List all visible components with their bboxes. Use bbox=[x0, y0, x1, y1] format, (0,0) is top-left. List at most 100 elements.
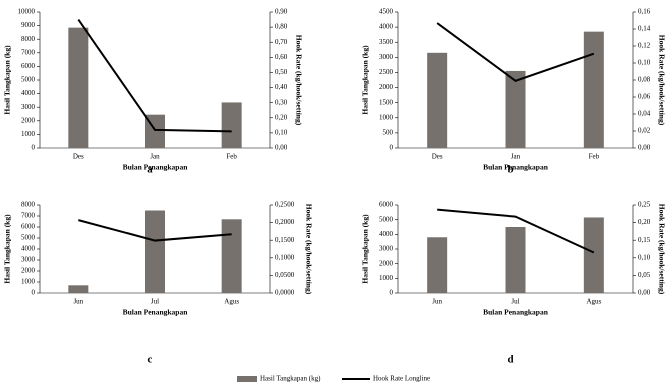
bar bbox=[68, 285, 89, 293]
x-tick-label: Agus bbox=[586, 298, 601, 306]
x-tick-label: Feb bbox=[226, 153, 237, 161]
y-tick-label: 4000 bbox=[21, 89, 36, 97]
y2-tick-label: 0,90 bbox=[275, 8, 288, 16]
y2-tick-label: 0,1000 bbox=[275, 253, 295, 261]
y-tick-label: 4000 bbox=[379, 23, 394, 31]
x-tick-label: Feb bbox=[589, 153, 600, 161]
y-tick-label: 6000 bbox=[379, 201, 394, 209]
panel-label: a bbox=[147, 164, 153, 176]
y-tick-label: 0 bbox=[390, 289, 394, 297]
y2-tick-label: 0,25 bbox=[638, 201, 651, 209]
y-axis-title: Hasil Tangkapan (kg) bbox=[3, 214, 12, 284]
y-tick-label: 2000 bbox=[21, 267, 36, 275]
y-tick-label: 5000 bbox=[21, 76, 36, 84]
y-tick-label: 4500 bbox=[379, 8, 394, 16]
y-tick-label: 2000 bbox=[379, 83, 394, 91]
y-tick-label: 3000 bbox=[21, 256, 36, 264]
panel-label: d bbox=[507, 354, 513, 366]
x-tick-label: Jul bbox=[511, 298, 519, 306]
y-axis-title: Hasil Tangkapan (kg) bbox=[3, 45, 12, 115]
y2-tick-label: 0,60 bbox=[275, 53, 288, 61]
x-tick-label: Des bbox=[73, 153, 84, 161]
bar bbox=[221, 102, 242, 148]
y-tick-label: 10000 bbox=[18, 8, 36, 16]
bar bbox=[427, 52, 448, 148]
x-tick-label: Jan bbox=[150, 153, 160, 161]
y-tick-label: 500 bbox=[383, 128, 394, 136]
y2-axis-title: Hook Rate (kg/hook/setting) bbox=[657, 35, 666, 126]
y2-tick-label: 0,10 bbox=[638, 59, 651, 67]
y2-tick-label: 0,00 bbox=[275, 144, 288, 152]
y2-axis-title: Hook Rate (kg/hook/setting) bbox=[304, 204, 313, 295]
y2-tick-label: 0,20 bbox=[275, 113, 288, 121]
y2-tick-label: 0,06 bbox=[638, 93, 651, 101]
bar bbox=[427, 237, 448, 293]
y-tick-label: 0 bbox=[32, 144, 36, 152]
y-tick-label: 8000 bbox=[21, 35, 36, 43]
bar bbox=[583, 217, 604, 293]
y-tick-label: 1000 bbox=[379, 274, 394, 282]
y-tick-label: 0 bbox=[32, 289, 36, 297]
y-tick-label: 6000 bbox=[21, 223, 36, 231]
x-tick-label: Des bbox=[432, 153, 443, 161]
legend-label: Hasil Tangkapan (kg) bbox=[260, 375, 321, 383]
y-tick-label: 4000 bbox=[379, 230, 394, 238]
x-axis-title: Bulan Penangkapan bbox=[123, 163, 189, 172]
y2-tick-label: 0,00 bbox=[638, 144, 651, 152]
y2-tick-label: 0,04 bbox=[638, 110, 651, 118]
bar bbox=[505, 70, 526, 148]
line bbox=[436, 22, 595, 82]
y2-tick-label: 0,14 bbox=[638, 25, 651, 33]
y2-tick-label: 0,1500 bbox=[275, 236, 295, 244]
y2-tick-label: 0,20 bbox=[638, 218, 651, 226]
y-tick-label: 2000 bbox=[379, 259, 394, 267]
bar bbox=[145, 210, 165, 293]
y2-tick-label: 0,40 bbox=[275, 83, 288, 91]
y-tick-label: 3000 bbox=[379, 245, 394, 253]
y2-tick-label: 0,2500 bbox=[275, 201, 295, 209]
x-tick-label: Jun bbox=[73, 298, 83, 306]
y2-tick-label: 0,70 bbox=[275, 38, 288, 46]
y-tick-label: 2000 bbox=[21, 116, 36, 124]
y-tick-label: 3000 bbox=[21, 103, 36, 111]
y-tick-label: 3000 bbox=[379, 53, 394, 61]
y-tick-label: 9000 bbox=[21, 21, 36, 29]
y2-tick-label: 0,16 bbox=[638, 8, 651, 16]
bar bbox=[68, 27, 89, 148]
y2-axis-title: Hook Rate (kg/hook/setting) bbox=[294, 35, 303, 126]
y2-tick-label: 0,2000 bbox=[275, 218, 295, 226]
x-tick-label: Jun bbox=[432, 298, 442, 306]
y-tick-label: 7000 bbox=[21, 48, 36, 56]
y-tick-label: 5000 bbox=[21, 234, 36, 242]
y2-tick-label: 0,10 bbox=[638, 253, 651, 261]
bar bbox=[583, 31, 604, 149]
y-tick-label: 3500 bbox=[379, 38, 394, 46]
y2-axis-title: Hook Rate (kg/hook/setting) bbox=[657, 204, 666, 295]
x-axis-title: Bulan Penangkapan bbox=[483, 308, 549, 317]
y-tick-label: 1500 bbox=[379, 98, 394, 106]
x-axis-title: Bulan Penangkapan bbox=[483, 163, 549, 172]
y-tick-label: 4000 bbox=[21, 245, 36, 253]
x-tick-label: Agus bbox=[224, 298, 239, 306]
y2-tick-label: 0,0000 bbox=[275, 289, 295, 297]
y2-tick-label: 0,15 bbox=[638, 236, 651, 244]
y2-tick-label: 0,50 bbox=[275, 68, 288, 76]
y-tick-label: 1000 bbox=[379, 113, 394, 121]
y-tick-label: 2500 bbox=[379, 68, 394, 76]
y2-tick-label: 0,30 bbox=[275, 98, 288, 106]
y2-tick-label: 0,12 bbox=[638, 42, 651, 50]
y2-tick-label: 0,10 bbox=[275, 128, 288, 136]
y2-tick-label: 0,05 bbox=[638, 271, 651, 279]
line bbox=[437, 208, 595, 254]
y2-tick-label: 0,08 bbox=[638, 76, 651, 84]
y-tick-label: 0 bbox=[390, 144, 394, 152]
x-tick-label: Jul bbox=[151, 298, 159, 306]
bar bbox=[505, 227, 526, 293]
line bbox=[77, 18, 232, 133]
y-tick-label: 8000 bbox=[21, 201, 36, 209]
panel-label: b bbox=[507, 164, 513, 176]
y-tick-label: 1000 bbox=[21, 130, 36, 138]
panel-label: c bbox=[148, 354, 153, 366]
bar bbox=[221, 219, 242, 293]
